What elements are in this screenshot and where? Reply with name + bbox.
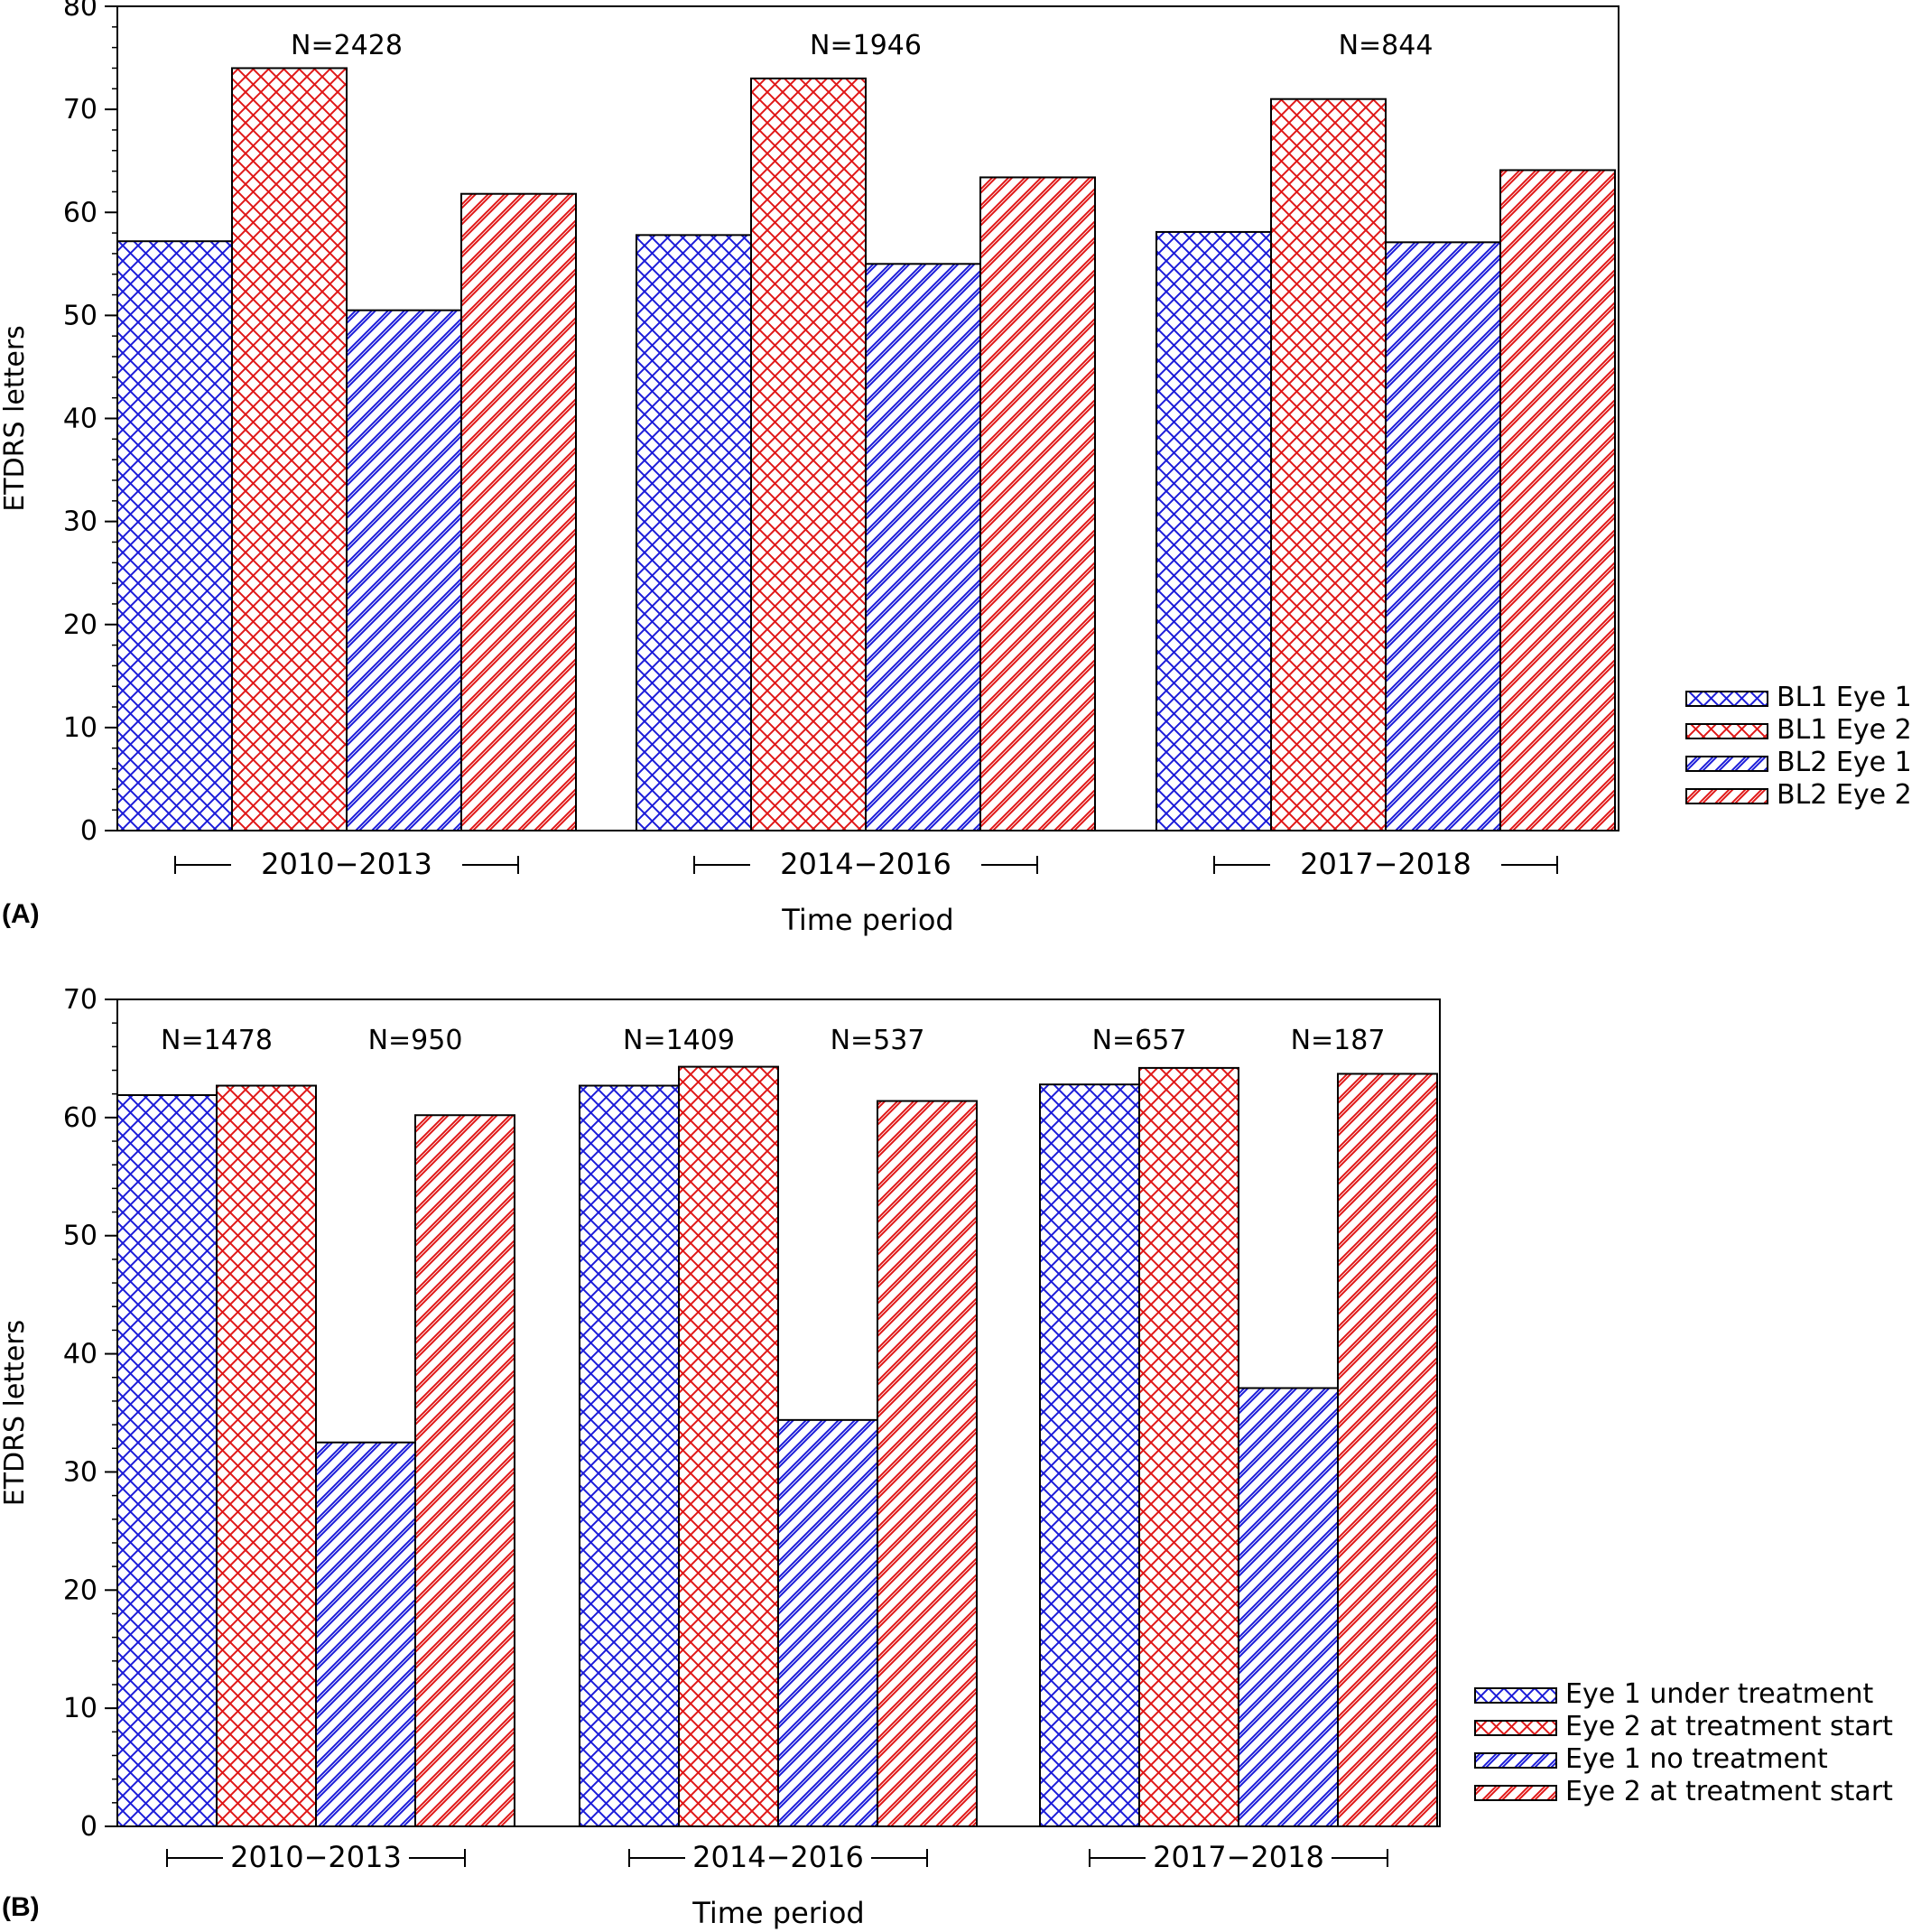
sample-size-label: N=1409	[623, 1025, 735, 1056]
y-tick-label: 10	[63, 712, 97, 744]
y-tick-label: 60	[63, 197, 97, 228]
bar	[1039, 1083, 1140, 1827]
legend-label: Eye 1 under treatment	[1565, 1678, 1873, 1710]
sample-size-label: N=657	[1092, 1025, 1187, 1056]
bar	[877, 1100, 978, 1827]
bar	[315, 1441, 416, 1827]
bar	[116, 1093, 218, 1827]
panel-label-b: (B)	[2, 1892, 40, 1922]
y-tick-label: 70	[63, 94, 97, 125]
y-tick-label: 30	[63, 506, 97, 538]
y-tick-label: 20	[63, 609, 97, 641]
y-tick-label: 0	[80, 815, 97, 847]
sample-size-label: N=187	[1291, 1025, 1386, 1056]
x-category-label: 2010−2013	[230, 1840, 402, 1874]
sample-size-label: N=2428	[291, 30, 403, 61]
bar	[414, 1114, 515, 1827]
legend-swatch	[1474, 1752, 1557, 1769]
sample-size-label: N=1478	[161, 1025, 273, 1056]
bar	[116, 240, 233, 831]
bar	[979, 176, 1096, 831]
plot-frame	[116, 999, 1441, 1827]
sample-size-label: N=1946	[810, 30, 922, 61]
bar	[346, 309, 462, 831]
bar	[231, 67, 348, 832]
bar	[865, 263, 981, 831]
legend-swatch	[1474, 1687, 1557, 1704]
legend-label: BL1 Eye 1	[1777, 682, 1912, 713]
y-tick-label: 60	[63, 1102, 97, 1134]
legend-label: Eye 2 at treatment start	[1565, 1711, 1893, 1742]
bar	[636, 234, 752, 832]
y-tick-label: 20	[63, 1574, 97, 1606]
y-tick-label: 50	[63, 300, 97, 331]
bar	[678, 1065, 779, 1828]
bar	[1499, 169, 1616, 832]
y-axis-label: ETDRS letters	[0, 1320, 31, 1507]
y-tick-label: 0	[80, 1811, 97, 1843]
y-axis-label: ETDRS letters	[0, 325, 31, 512]
legend-swatch	[1474, 1720, 1557, 1736]
legend-label: Eye 2 at treatment start	[1565, 1776, 1893, 1807]
legend-label: BL1 Eye 2	[1777, 714, 1912, 746]
x-category-label: 2017−2018	[1153, 1840, 1324, 1874]
bar	[1138, 1066, 1239, 1827]
x-category-label: 2017−2018	[1300, 847, 1471, 881]
x-category-label: 2010−2013	[261, 847, 432, 881]
x-axis-label: Time period	[691, 1896, 864, 1930]
sample-size-label: N=950	[368, 1025, 463, 1056]
legend-swatch	[1685, 788, 1768, 804]
y-tick-label: 50	[63, 1221, 97, 1252]
plot-frame	[116, 5, 1619, 831]
sample-size-label: N=537	[831, 1025, 925, 1056]
y-tick-label: 30	[63, 1456, 97, 1488]
y-tick-label: 40	[63, 404, 97, 435]
legend-swatch	[1685, 756, 1768, 772]
bar	[460, 192, 577, 831]
x-axis-label: Time period	[781, 903, 953, 937]
chart-panel-a: 0 10 20 30 40 50 60 70 80 N=2428 N=1946 N=844 2010−2…	[0, 0, 1912, 937]
bar	[216, 1084, 317, 1828]
legend-swatch	[1685, 691, 1768, 707]
legend-swatch	[1474, 1785, 1557, 1801]
legend-swatch	[1685, 723, 1768, 739]
legend-label: Eye 1 no treatment	[1565, 1743, 1828, 1775]
legend-label: BL2 Eye 2	[1777, 779, 1912, 811]
x-category-label: 2014−2016	[692, 1840, 864, 1874]
bar	[1270, 98, 1387, 831]
legend-label: BL2 Eye 1	[1777, 747, 1912, 778]
bar	[750, 77, 867, 831]
chart-panel-b: 0 10 20 30 40 50 60 70 N=1478 N=950 N=1409 N=537 N=6…	[0, 984, 1893, 1930]
bar	[1238, 1387, 1339, 1828]
bar	[1337, 1073, 1438, 1827]
bar	[1155, 230, 1272, 831]
panel-label-a: (A)	[2, 899, 40, 929]
y-tick-label: 80	[63, 0, 97, 23]
y-tick-label: 40	[63, 1339, 97, 1370]
y-tick-label: 10	[63, 1693, 97, 1724]
bar	[579, 1084, 680, 1828]
bar	[777, 1418, 878, 1827]
bar	[1385, 241, 1501, 831]
x-category-label: 2014−2016	[780, 847, 951, 881]
y-tick-label: 70	[63, 984, 97, 1016]
sample-size-label: N=844	[1339, 30, 1434, 61]
